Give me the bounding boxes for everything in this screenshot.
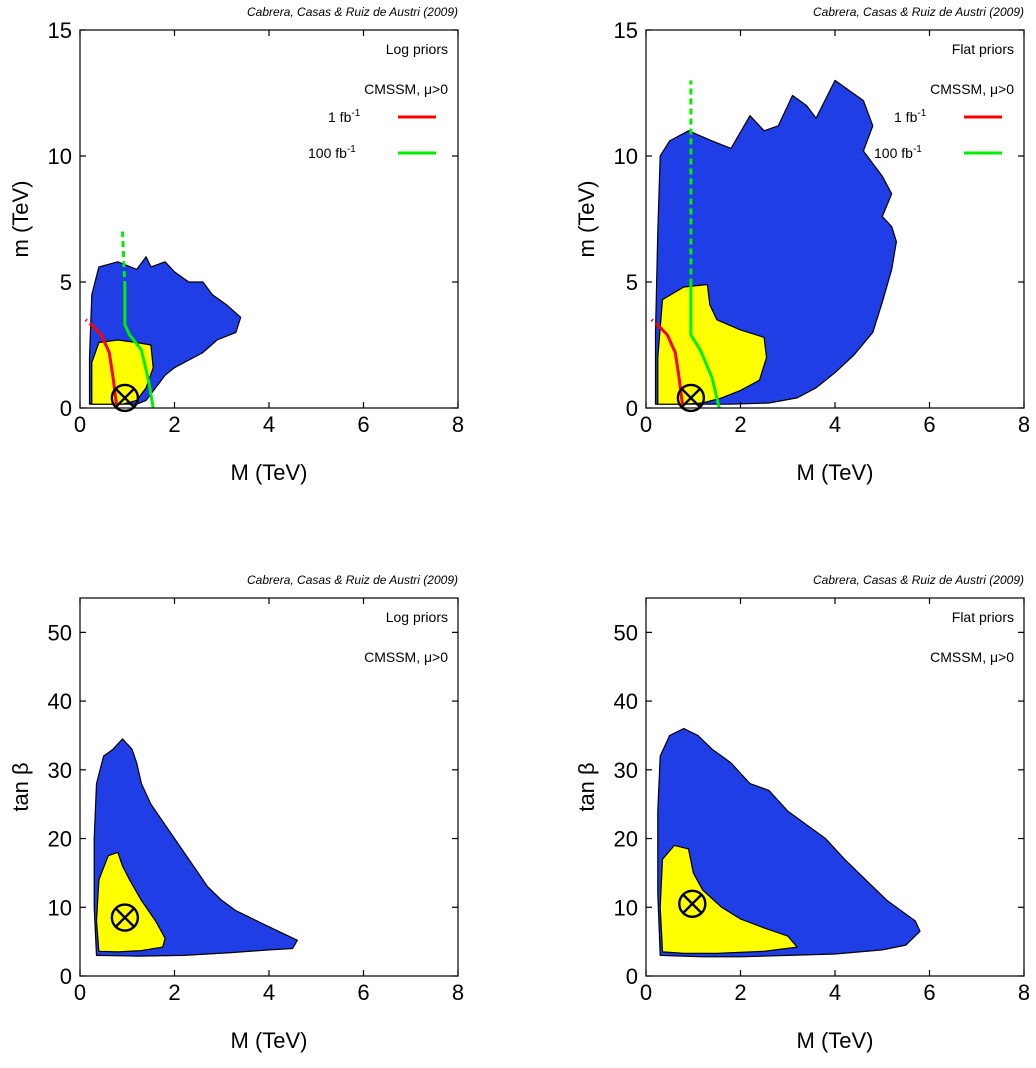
chart-credit: Cabrera, Casas & Ruiz de Austri (2009) <box>813 573 1024 587</box>
chart-credit: Cabrera, Casas & Ruiz de Austri (2009) <box>247 573 458 587</box>
y-tick-label: 30 <box>614 758 638 783</box>
x-tick-label: 6 <box>923 980 935 1005</box>
chart-credit: Cabrera, Casas & Ruiz de Austri (2009) <box>247 5 458 19</box>
x-tick-label: 6 <box>357 412 369 437</box>
x-axis-label: M (TeV) <box>231 1028 308 1053</box>
y-tick-label: 10 <box>614 895 638 920</box>
series-line-1 <box>689 284 721 409</box>
model-annotation: CMSSM, μ>0 <box>930 649 1014 665</box>
y-tick-label: 10 <box>48 144 72 169</box>
region-95 <box>93 738 298 957</box>
prior-annotation: Log priors <box>386 609 448 625</box>
y-tick-label: 5 <box>626 270 638 295</box>
series-dashed-0 <box>84 318 96 329</box>
x-axis-label: M (TeV) <box>797 460 874 485</box>
x-tick-label: 0 <box>640 980 652 1005</box>
region-68 <box>95 851 166 953</box>
legend-label: 1 fb-1 <box>894 108 927 125</box>
model-annotation: CMSSM, μ>0 <box>364 649 448 665</box>
series-dashed-0 <box>650 318 662 329</box>
x-tick-label: 2 <box>168 980 180 1005</box>
chart-panel-top-left: Cabrera, Casas & Ruiz de Austri (2009) 0 2… <box>8 5 464 485</box>
best-fit-cross <box>680 387 701 408</box>
series-line-0 <box>93 326 119 409</box>
region-68 <box>657 283 768 405</box>
x-tick-label: 2 <box>734 412 746 437</box>
legend-label: 100 fb-1 <box>308 144 356 161</box>
x-tick-label: 8 <box>1018 980 1030 1005</box>
x-tick-label: 0 <box>74 412 86 437</box>
y-tick-label: 0 <box>626 396 638 421</box>
best-fit-cross <box>114 387 135 408</box>
best-fit-cross <box>114 907 135 928</box>
chart-panel-bottom-left: Cabrera, Casas & Ruiz de Austri (2009) 0 2… <box>8 573 464 1053</box>
y-tick-label: 50 <box>614 620 638 645</box>
model-annotation: CMSSM, μ>0 <box>930 81 1014 97</box>
x-axis-label: M (TeV) <box>797 1028 874 1053</box>
x-tick-label: 8 <box>1018 412 1030 437</box>
y-tick-label: 10 <box>48 895 72 920</box>
region-68 <box>659 844 798 954</box>
y-tick-label: 0 <box>626 964 638 989</box>
best-fit-circle <box>110 383 140 413</box>
y-tick-label: 30 <box>48 758 72 783</box>
y-tick-label: 5 <box>60 270 72 295</box>
x-axis-label: M (TeV) <box>231 460 308 485</box>
x-tick-label: 8 <box>452 412 464 437</box>
legend-label: 100 fb-1 <box>874 144 922 161</box>
x-tick-label: 0 <box>74 980 86 1005</box>
chart-panel-bottom-right: Cabrera, Casas & Ruiz de Austri (2009) 0 2… <box>574 573 1030 1053</box>
x-tick-label: 2 <box>168 412 180 437</box>
x-tick-label: 4 <box>263 980 275 1005</box>
x-tick-label: 0 <box>640 412 652 437</box>
x-tick-label: 4 <box>263 412 275 437</box>
prior-annotation: Flat priors <box>952 609 1014 625</box>
y-axis-label: m (TeV) <box>574 181 599 258</box>
y-axis-label: tan β <box>574 762 599 811</box>
best-fit-marker <box>678 889 707 919</box>
y-tick-label: 40 <box>614 689 638 714</box>
x-tick-label: 6 <box>923 412 935 437</box>
best-fit-circle <box>676 383 706 413</box>
y-tick-label: 15 <box>48 18 72 43</box>
x-tick-label: 4 <box>829 412 841 437</box>
y-axis-label: m (TeV) <box>8 181 33 258</box>
y-tick-label: 0 <box>60 396 72 421</box>
x-tick-label: 2 <box>734 980 746 1005</box>
prior-annotation: Log priors <box>386 41 448 57</box>
x-tick-label: 4 <box>829 980 841 1005</box>
chart-panel-top-right: Cabrera, Casas & Ruiz de Austri (2009) 0 2… <box>574 5 1030 485</box>
y-tick-label: 50 <box>48 620 72 645</box>
series-line-0 <box>659 326 685 409</box>
best-fit-marker <box>110 903 140 932</box>
y-tick-label: 10 <box>614 144 638 169</box>
y-tick-label: 0 <box>60 964 72 989</box>
best-fit-marker <box>110 383 140 413</box>
legend-label: 1 fb-1 <box>328 108 361 125</box>
region-68 <box>91 339 154 405</box>
x-tick-label: 6 <box>357 980 369 1005</box>
y-axis-label: tan β <box>8 762 33 811</box>
model-annotation: CMSSM, μ>0 <box>364 81 448 97</box>
y-tick-label: 15 <box>614 18 638 43</box>
chart-credit: Cabrera, Casas & Ruiz de Austri (2009) <box>813 5 1024 19</box>
series-line-1 <box>123 287 155 409</box>
y-tick-label: 20 <box>614 827 638 852</box>
best-fit-circle <box>678 889 707 919</box>
region-95 <box>657 728 921 958</box>
prior-annotation: Flat priors <box>952 41 1014 57</box>
y-tick-label: 20 <box>48 827 72 852</box>
x-tick-label: 8 <box>452 980 464 1005</box>
best-fit-circle <box>110 903 140 932</box>
best-fit-marker <box>676 383 706 413</box>
y-tick-label: 40 <box>48 689 72 714</box>
best-fit-cross <box>682 893 703 914</box>
